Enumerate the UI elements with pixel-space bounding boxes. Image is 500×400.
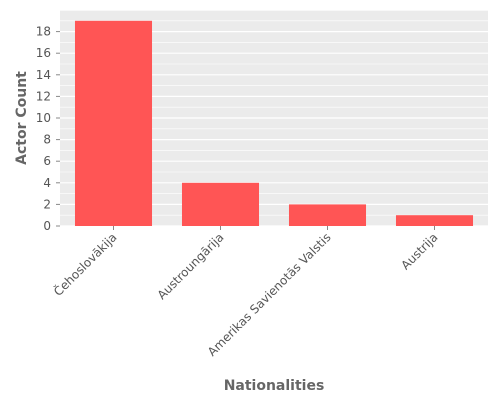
y-tick-label: 14: [36, 68, 51, 82]
x-tick-label: Amerikas Savienotās Valstis: [205, 230, 334, 359]
bar: [395, 215, 474, 226]
y-tick-label: 10: [36, 111, 51, 125]
y-axis-ticks: 0 2 4 6 8 10 12 14 16 18: [36, 25, 60, 233]
y-tick-label: 0: [43, 219, 51, 233]
y-tick-label: 8: [43, 133, 51, 147]
x-tick-label: Čehoslovākija: [50, 230, 119, 299]
bars: [74, 20, 474, 226]
y-tick-label: 4: [43, 176, 51, 190]
bar: [288, 204, 367, 226]
y-tick-label: 18: [36, 25, 51, 39]
y-tick-label: 6: [43, 154, 51, 168]
y-axis-title: Actor Count: [14, 71, 30, 165]
y-tick-label: 2: [43, 197, 51, 211]
y-tick-label: 12: [36, 89, 51, 103]
x-axis-title: Nationalities: [224, 378, 325, 394]
y-tick-label: 16: [36, 46, 51, 60]
x-tick-label: Austrija: [398, 230, 440, 272]
bar: [74, 20, 153, 226]
bar: [181, 182, 260, 226]
x-tick-label: Austroungārija: [155, 230, 227, 302]
